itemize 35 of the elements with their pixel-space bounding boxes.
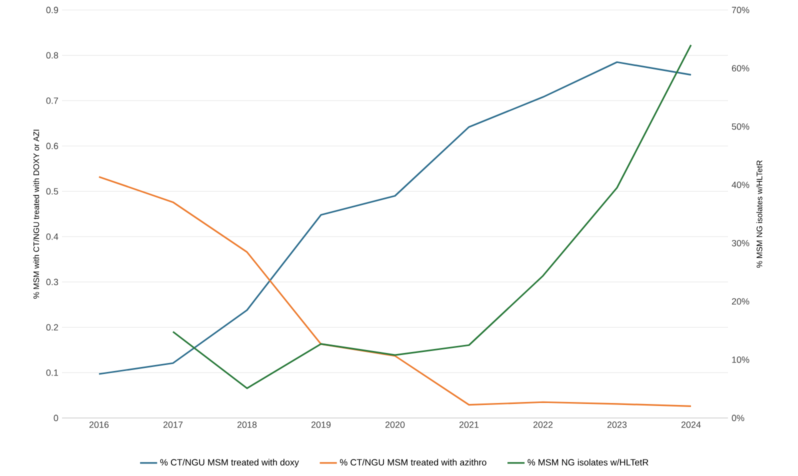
y2-tick-label: 70%: [732, 6, 750, 14]
y2-tick-label: 10%: [732, 356, 750, 363]
x-tick-label: 2017: [163, 422, 183, 428]
x-tick-label: 2018: [237, 422, 257, 428]
x-tick-label: 2019: [311, 422, 331, 428]
y-tick-label: 0.4: [46, 233, 58, 240]
y-tick-label: 0.2: [46, 324, 58, 331]
y-tick-label: 0.6: [46, 142, 58, 150]
legend-label: % CT/NGU MSM treated with doxy: [160, 458, 299, 468]
y2-tick-label: 40%: [732, 182, 750, 188]
y-tick-label: 0.5: [46, 188, 58, 195]
line-series: [172, 44, 692, 390]
y2-axis-title: % MSM NG isolates w/HLTetR: [756, 160, 762, 268]
y-tick-label: 0.7: [46, 97, 58, 104]
x-tick-label: 2016: [89, 422, 109, 428]
y2-tick-label: 50%: [732, 123, 750, 130]
y-tick-label: 0.3: [46, 278, 58, 286]
y2-tick-label: 20%: [732, 298, 750, 305]
line-series: [98, 61, 692, 375]
legend-label: % MSM NG isolates w/HLTetR: [528, 458, 648, 466]
line-series: [98, 176, 692, 407]
y-tick-label: 0.8: [46, 52, 58, 59]
y-tick-label: 0: [54, 414, 58, 422]
y2-tick-label: 0%: [732, 414, 744, 422]
y2-tick-label: 60%: [732, 65, 750, 72]
y-tick-label: 0.1: [46, 369, 58, 376]
x-tick-label: 2020: [385, 422, 405, 428]
legend-label: % CT/NGU MSM treated with azithro: [340, 458, 486, 466]
x-tick-label: 2023: [607, 422, 627, 428]
y-axis-title: % MSM with CT/NGU treated with DOXY or AZI: [33, 130, 40, 299]
x-tick-label: 2024: [681, 422, 701, 428]
x-tick-label: 2022: [533, 422, 553, 428]
y-tick-label: 0.9: [46, 6, 58, 14]
y2-tick-label: 30%: [732, 240, 750, 246]
x-tick-label: 2021: [459, 422, 479, 428]
